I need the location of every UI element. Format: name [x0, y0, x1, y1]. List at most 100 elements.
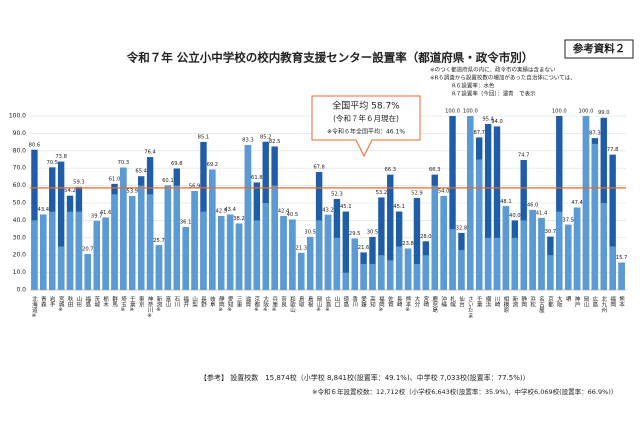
bar — [164, 185, 172, 290]
bar — [209, 169, 216, 290]
data-label: 28.0 — [420, 234, 432, 240]
bar — [449, 116, 456, 290]
x-tick-label: 横浜 — [485, 295, 492, 309]
x-tick-label: 千葉※ — [129, 295, 136, 313]
data-label: 54.2 — [64, 188, 76, 194]
bar — [155, 245, 163, 290]
x-tick-label: 山梨 — [191, 295, 198, 309]
bar — [200, 211, 207, 290]
bar — [556, 211, 563, 290]
x-tick-label: 愛知※ — [227, 295, 234, 313]
x-tick-label: 北海道※ — [31, 295, 38, 319]
data-label: 30.5 — [304, 229, 316, 235]
y-tick-label: 60.0 — [13, 182, 27, 189]
callout-line: ※令和６年全国平均：46.1% — [327, 128, 405, 136]
x-tick-label: 鳥取 — [298, 295, 305, 309]
data-label: 77.8 — [607, 147, 619, 153]
data-label: 94.0 — [491, 119, 503, 125]
data-label: 60.1 — [162, 178, 174, 184]
bar — [262, 203, 269, 290]
bar — [529, 209, 536, 290]
data-label: 52.3 — [331, 191, 343, 197]
data-label: 99.0 — [598, 110, 610, 116]
bar — [253, 220, 261, 290]
x-tick-label: 埼玉※ — [120, 295, 127, 313]
data-label: 69.8 — [171, 161, 183, 167]
x-tick-label: 福井 — [182, 295, 189, 309]
bar — [369, 236, 376, 290]
bar — [75, 211, 83, 290]
data-label: 48.1 — [500, 199, 512, 205]
bar — [511, 237, 519, 290]
x-tick-label: 宮崎 — [422, 295, 429, 308]
data-label: 20.7 — [82, 246, 94, 252]
x-tick-label: 京都※ — [253, 295, 260, 313]
data-label: 56.9 — [189, 183, 201, 189]
bar — [324, 214, 332, 290]
note: R７設置率（今回）：濃青 で表示 — [452, 90, 536, 98]
x-tick-label: 和歌山 — [289, 295, 296, 314]
data-label: 73.8 — [55, 154, 67, 160]
bar — [618, 262, 625, 290]
bar — [244, 145, 252, 290]
y-tick-label: 90.0 — [13, 130, 27, 137]
x-tick-label: 相模原 — [502, 295, 509, 313]
data-label: 95.4 — [482, 117, 494, 123]
bar — [547, 255, 554, 290]
x-tick-label: 福島 — [84, 295, 91, 309]
bar — [57, 246, 65, 290]
data-label: 66.3 — [384, 167, 396, 173]
data-label: 40.0 — [509, 213, 521, 219]
bar — [609, 246, 616, 290]
chart-title: 令和７年 公立小中学校の校内教育支援センター設置率（都道府県・政令市別） — [126, 51, 534, 65]
data-label: 52.9 — [411, 190, 423, 196]
bar — [235, 223, 243, 290]
data-label: 46.0 — [527, 202, 539, 208]
note: R６設置率：水色 — [452, 82, 495, 90]
bar — [609, 154, 616, 290]
data-label: 70.3 — [118, 160, 130, 166]
x-tick-label: 静岡 — [520, 295, 527, 309]
x-tick-label: 堺 — [565, 295, 572, 303]
x-tick-label: 大阪 — [556, 295, 563, 309]
data-label: 100.0 — [552, 109, 567, 115]
data-label: 47.4 — [571, 200, 583, 206]
bar — [218, 216, 225, 290]
bar — [387, 174, 394, 290]
x-tick-label: 沖縄 — [440, 295, 447, 308]
data-label: 61.8 — [251, 175, 263, 181]
bar — [449, 229, 456, 290]
x-tick-label: 仙台 — [458, 295, 465, 309]
x-tick-label: 群馬 — [111, 295, 118, 309]
x-tick-label: 奈良 — [280, 295, 287, 309]
bar — [40, 214, 47, 290]
bar — [360, 263, 367, 290]
footer-line: ※令和６年設置校数：12,712校（小学校6,643校(設置率：35.9%)、中… — [312, 387, 617, 396]
bar — [66, 211, 74, 290]
data-label: 61.0 — [109, 176, 121, 182]
x-tick-label: 岐阜 — [209, 295, 216, 309]
bar — [342, 211, 349, 290]
x-tick-label: 岩手 — [49, 295, 56, 309]
bar — [93, 220, 100, 290]
x-tick-label: 栃木 — [102, 295, 109, 309]
x-tick-label: 宮城※ — [58, 295, 65, 313]
bar — [431, 185, 438, 290]
bar — [484, 124, 492, 290]
y-tick-label: 10.0 — [13, 269, 27, 276]
x-tick-label: 山形 — [75, 295, 82, 309]
x-tick-label: 茨城 — [93, 295, 100, 309]
bar — [111, 194, 118, 290]
x-tick-label: 大阪※ — [262, 295, 269, 313]
x-tick-label: 福岡※ — [378, 295, 385, 313]
data-label: 100.0 — [445, 109, 460, 115]
bar — [564, 224, 572, 290]
data-label: 87.7 — [473, 130, 485, 136]
x-tick-label: 京都 — [547, 295, 554, 309]
x-tick-label: 広島 — [591, 295, 598, 309]
data-label: 42.5 — [215, 209, 227, 215]
x-tick-label: 神戸 — [574, 295, 581, 309]
callout-box — [311, 95, 421, 158]
x-tick-label: 三重 — [236, 296, 243, 308]
data-label: 100.0 — [463, 109, 478, 115]
